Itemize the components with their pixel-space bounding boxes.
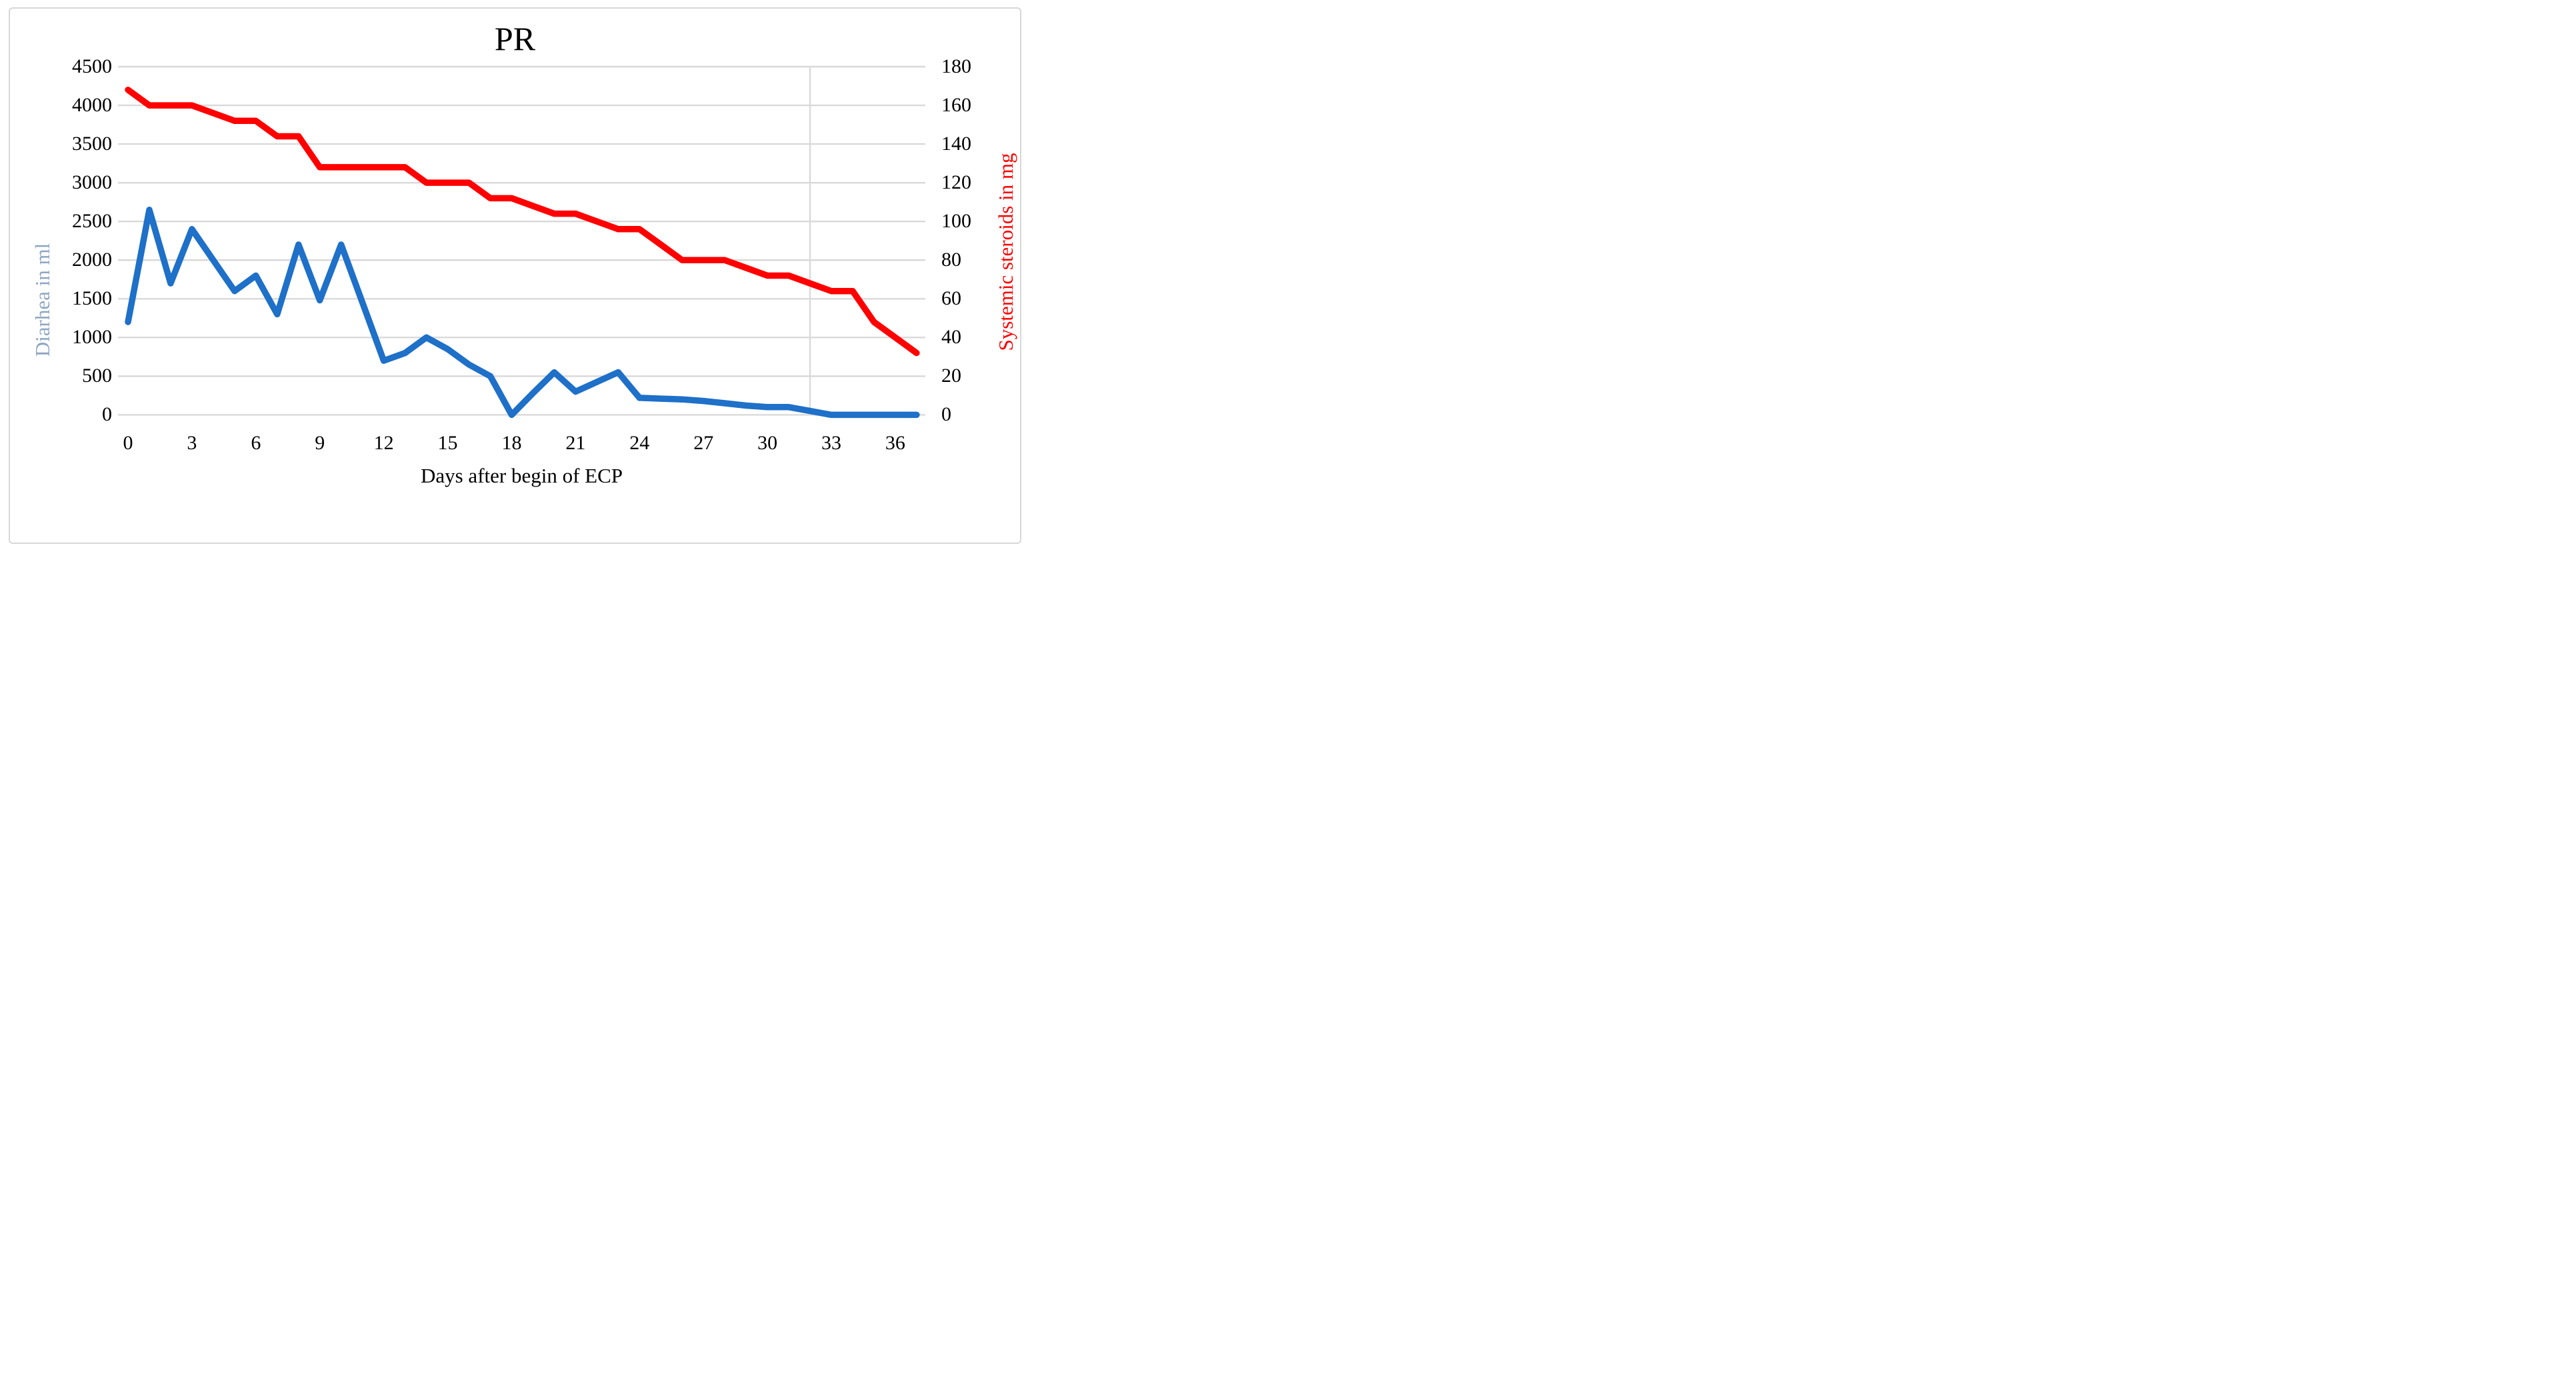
x-axis-title: Days after begin of ECP xyxy=(420,464,623,487)
tick-label: 0 xyxy=(941,403,951,426)
tick-label: 36 xyxy=(885,432,905,454)
tick-label: 120 xyxy=(941,171,971,194)
tick-label: 100 xyxy=(941,210,971,233)
tick-label: 2000 xyxy=(72,249,112,271)
steroids-line xyxy=(125,87,920,357)
tick-label: 140 xyxy=(941,133,971,155)
tick-label: 30 xyxy=(757,432,778,454)
tick-label: 24 xyxy=(629,432,650,454)
tick-label: 2500 xyxy=(72,210,112,233)
tick-label: 3000 xyxy=(72,171,112,194)
tick-label: 27 xyxy=(693,432,714,454)
tick-label: 180 xyxy=(941,55,971,77)
dual-axis-line-chart-figure: PR Diarhea in ml Systemic steroids in mg… xyxy=(0,0,1030,551)
tick-label: 160 xyxy=(941,94,971,117)
chart-title: PR xyxy=(494,20,536,57)
tick-label: 4000 xyxy=(72,94,112,117)
tick-label: 80 xyxy=(941,249,961,271)
tick-label: 60 xyxy=(941,287,961,310)
tick-label: 3500 xyxy=(72,133,112,155)
tick-label: 4500 xyxy=(72,55,112,77)
tick-label: 40 xyxy=(941,326,961,349)
tick-label: 3 xyxy=(187,432,197,454)
tick-label: 1000 xyxy=(72,326,112,349)
plot-area xyxy=(118,65,925,419)
tick-label: 9 xyxy=(315,432,325,454)
tick-label: 500 xyxy=(82,365,112,387)
tick-label: 33 xyxy=(821,432,841,454)
tick-label: 15 xyxy=(437,432,458,454)
diarrhea-line xyxy=(125,207,920,419)
tick-label: 18 xyxy=(501,432,522,454)
tick-label: 1500 xyxy=(72,287,112,310)
tick-label: 21 xyxy=(565,432,586,454)
tick-label: 0 xyxy=(102,403,112,426)
tick-label: 20 xyxy=(941,365,961,387)
tick-label: 6 xyxy=(251,432,261,454)
tick-label: 12 xyxy=(373,432,394,454)
tick-label: 0 xyxy=(123,432,133,454)
y-axis-title-right: Systemic steroids in mg xyxy=(994,153,1017,351)
